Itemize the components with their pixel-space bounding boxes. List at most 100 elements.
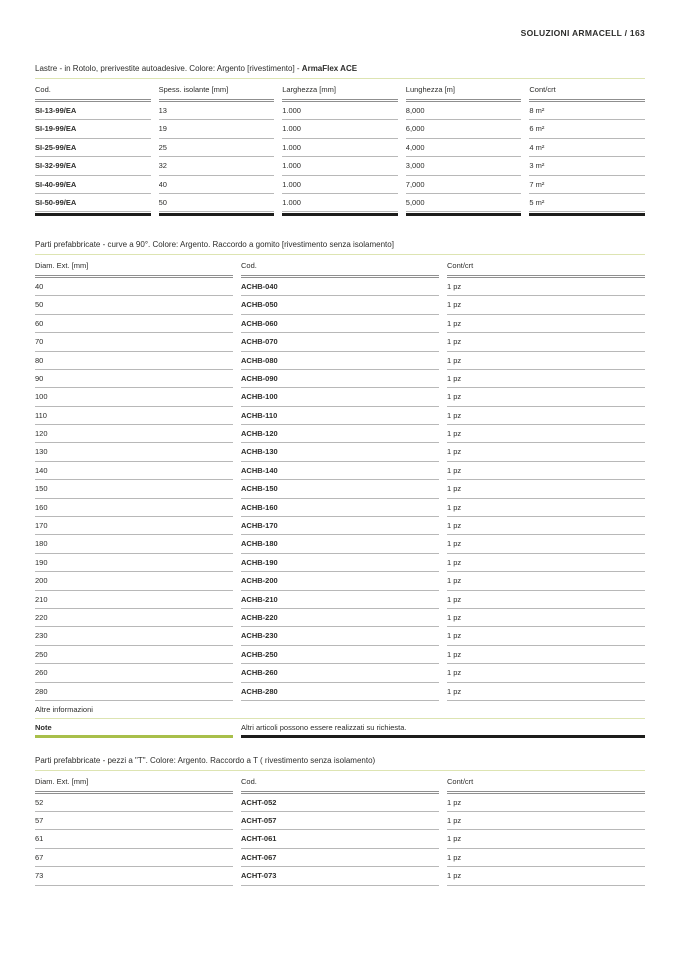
table-lastre-body: SI-13-99/EA 13 1.000 8,000 8 m² SI-19-99… bbox=[35, 102, 645, 213]
table-cell-diametro: 260 bbox=[35, 664, 233, 683]
table-cell-larghezza: 1.000 bbox=[282, 176, 398, 194]
table-curve-header: Diam. Ext. [mm] Cod. Cont/crt bbox=[35, 255, 645, 278]
page: SOLUZIONI ARMACELL / 163 Lastre - in Rot… bbox=[35, 28, 645, 886]
table-cell-cont: 8 m² bbox=[529, 102, 645, 121]
end-bar-segment bbox=[282, 213, 398, 216]
table-cell-cont: 1 pz bbox=[447, 407, 645, 426]
column-header: Diam. Ext. [mm] bbox=[35, 771, 233, 794]
table-cell-cod: ACHB-200 bbox=[241, 572, 439, 591]
end-bar-segment bbox=[529, 213, 645, 216]
note-label: Note bbox=[35, 719, 233, 738]
end-bar-segment bbox=[35, 213, 151, 216]
table-cell-diametro: 180 bbox=[35, 535, 233, 554]
table-cell-cont: 1 pz bbox=[447, 517, 645, 536]
column-header: Cont/crt bbox=[529, 79, 645, 102]
table-cell-cont: 1 pz bbox=[447, 849, 645, 868]
table-cell-cont: 4 m² bbox=[529, 139, 645, 158]
table-cell-cod: SI-32-99/EA bbox=[35, 157, 151, 176]
table-cell-cod: SI-13-99/EA bbox=[35, 102, 151, 121]
table-cell-spessore: 32 bbox=[158, 157, 275, 176]
table-cell-lunghezza: 7,000 bbox=[405, 176, 522, 194]
table-cell-cont: 1 pz bbox=[447, 812, 645, 831]
table-cell-spessore: 19 bbox=[158, 120, 275, 139]
column-header: Spess. isolante [mm] bbox=[158, 79, 275, 102]
table-cell-cont: 1 pz bbox=[447, 554, 645, 573]
table-cell-diametro: 250 bbox=[35, 646, 233, 665]
column-header: Larghezza [mm] bbox=[282, 79, 398, 102]
table-cell-cod: ACHB-210 bbox=[241, 591, 439, 609]
table-cell-diametro: 130 bbox=[35, 443, 233, 462]
table-cell-diametro: 150 bbox=[35, 480, 233, 499]
table-cell-diametro: 120 bbox=[35, 425, 233, 444]
note-text: Altri articoli possono essere realizzati… bbox=[241, 719, 645, 738]
table-cell-cod: ACHB-260 bbox=[241, 664, 439, 683]
table-cell-lunghezza: 8,000 bbox=[405, 102, 522, 121]
table-cell-diametro: 67 bbox=[35, 849, 233, 868]
note-row: Note Altri articoli possono essere reali… bbox=[35, 719, 645, 738]
table-cell-cod: ACHT-061 bbox=[241, 830, 439, 849]
table-cell-cod: ACHT-057 bbox=[241, 812, 439, 831]
table-cell-spessore: 25 bbox=[158, 139, 275, 158]
column-header: Cod. bbox=[35, 79, 151, 102]
table-cell-cod: ACHT-067 bbox=[241, 849, 439, 868]
table-cell-diametro: 230 bbox=[35, 627, 233, 646]
table-cell-diametro: 160 bbox=[35, 499, 233, 518]
table-cell-cod: ACHT-052 bbox=[241, 794, 439, 813]
table-cell-cont: 6 m² bbox=[529, 120, 645, 139]
table-cell-cont: 1 pz bbox=[447, 443, 645, 462]
table-cell-cont: 1 pz bbox=[447, 591, 645, 609]
table-cell-diametro: 61 bbox=[35, 830, 233, 849]
column-header: Cont/crt bbox=[447, 255, 645, 278]
table-cell-cont: 1 pz bbox=[447, 572, 645, 591]
table-cell-cod: ACHB-220 bbox=[241, 609, 439, 628]
table-cell-cod: ACHB-250 bbox=[241, 646, 439, 665]
table-cell-cod: ACHB-180 bbox=[241, 535, 439, 554]
table-cell-cont: 1 pz bbox=[447, 867, 645, 886]
table-end-bar bbox=[35, 213, 645, 216]
table-cell-cod: ACHB-170 bbox=[241, 517, 439, 536]
table-cell-cod: ACHB-040 bbox=[241, 278, 439, 297]
table-cell-cod: SI-19-99/EA bbox=[35, 120, 151, 139]
table-cell-cod: ACHB-090 bbox=[241, 370, 439, 389]
table-cell-cont: 1 pz bbox=[447, 664, 645, 683]
table-cell-cont: 1 pz bbox=[447, 370, 645, 389]
table-cell-cod: SI-25-99/EA bbox=[35, 139, 151, 158]
table-cell-diametro: 140 bbox=[35, 462, 233, 481]
table-cell-cont: 1 pz bbox=[447, 794, 645, 813]
table-cell-cont: 1 pz bbox=[447, 425, 645, 444]
table-cell-diametro: 110 bbox=[35, 407, 233, 426]
column-header: Cod. bbox=[241, 255, 439, 278]
table-cell-diametro: 280 bbox=[35, 683, 233, 701]
table-cell-cod: ACHB-230 bbox=[241, 627, 439, 646]
table-cell-diametro: 73 bbox=[35, 867, 233, 886]
table-cell-diametro: 52 bbox=[35, 794, 233, 813]
table-cell-cont: 1 pz bbox=[447, 499, 645, 518]
table-cell-diametro: 40 bbox=[35, 278, 233, 297]
table-cell-diametro: 80 bbox=[35, 352, 233, 370]
table-cell-cod: ACHB-280 bbox=[241, 683, 439, 701]
table-cell-lunghezza: 5,000 bbox=[405, 194, 522, 213]
table-cell-diametro: 57 bbox=[35, 812, 233, 831]
page-header: SOLUZIONI ARMACELL / 163 bbox=[520, 28, 645, 38]
table-cell-cont: 1 pz bbox=[447, 480, 645, 499]
table-cell-diametro: 190 bbox=[35, 554, 233, 573]
table-cell-larghezza: 1.000 bbox=[282, 157, 398, 176]
table-cell-diametro: 70 bbox=[35, 333, 233, 352]
table-cell-cod: ACHB-080 bbox=[241, 352, 439, 370]
table-cell-diametro: 90 bbox=[35, 370, 233, 389]
section-pezzi-t: Parti prefabbricate - pezzi a "T". Color… bbox=[35, 756, 645, 886]
section-lastre: Lastre - in Rotolo, prerivestite autoade… bbox=[35, 64, 645, 216]
table-cell-cont: 3 m² bbox=[529, 157, 645, 176]
table-cell-cod: ACHB-110 bbox=[241, 407, 439, 426]
table-cell-cod: SI-40-99/EA bbox=[35, 176, 151, 194]
table-t-header: Diam. Ext. [mm] Cod. Cont/crt bbox=[35, 771, 645, 794]
table-cell-cont: 1 pz bbox=[447, 388, 645, 407]
table-cell-cod: ACHB-120 bbox=[241, 425, 439, 444]
section-title-product: ArmaFlex ACE bbox=[301, 64, 358, 73]
table-cell-larghezza: 1.000 bbox=[282, 139, 398, 158]
table-cell-lunghezza: 6,000 bbox=[405, 120, 522, 139]
table-cell-larghezza: 1.000 bbox=[282, 120, 398, 139]
section-curve-90: Parti prefabbricate - curve a 90°. Color… bbox=[35, 240, 645, 738]
table-cell-diametro: 170 bbox=[35, 517, 233, 536]
table-cell-cont: 7 m² bbox=[529, 176, 645, 194]
